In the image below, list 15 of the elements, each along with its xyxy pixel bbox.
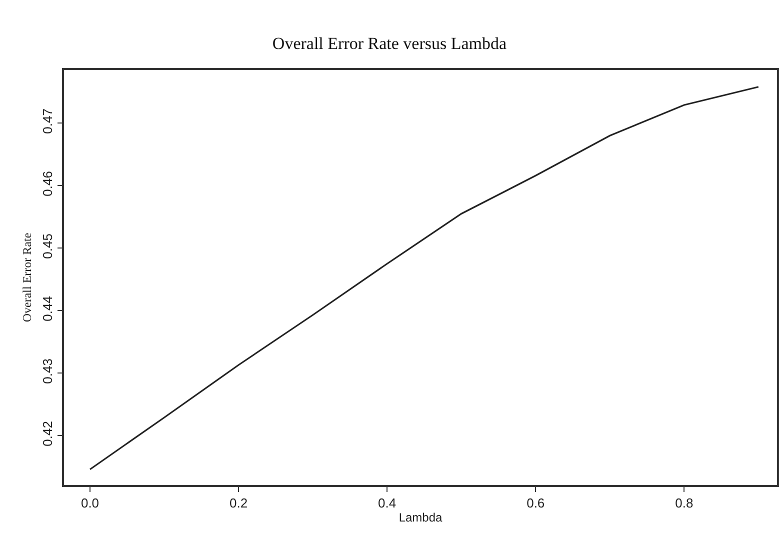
x-tick-label: 0.0 [80, 495, 100, 510]
y-tick-label: 0.45 [40, 234, 56, 259]
x-axis-title: Lambda [398, 510, 443, 525]
y-tick-label: 0.42 [40, 421, 56, 446]
x-tick-label: 0.4 [378, 495, 396, 510]
y-tick-label: 0.47 [40, 108, 56, 134]
chart-title: Overall Error Rate versus Lambda [272, 34, 508, 54]
y-tick-label: 0.44 [40, 296, 56, 322]
line-series [89, 86, 760, 470]
x-tick-label: 0.8 [675, 495, 694, 510]
y-tick-label: 0.43 [40, 358, 56, 384]
x-tick-label: 0.2 [230, 495, 248, 510]
y-tick-label: 0.46 [40, 171, 56, 196]
y-axis-title: Overall Error Rate [20, 232, 34, 322]
x-tick-label: 0.6 [526, 495, 545, 510]
